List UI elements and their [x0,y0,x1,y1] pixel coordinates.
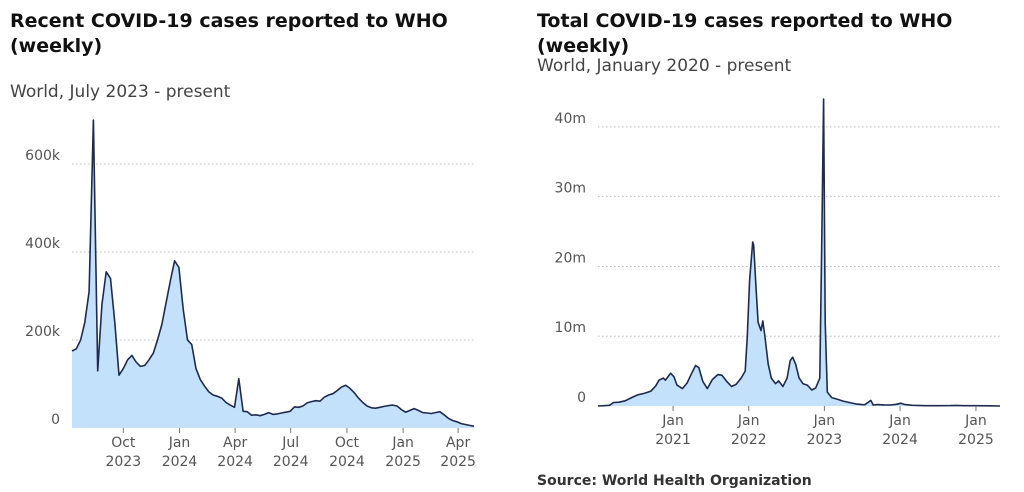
x-tick-label: Jan [391,435,414,451]
series-line [597,98,1001,407]
x-tick-label: 2025 [958,432,994,448]
chart-1-subtitle: World, July 2023 - present [10,82,231,102]
x-tick-label: 2025 [385,454,421,470]
chart-1-title: Recent COVID-19 cases reported to WHO (w… [10,10,448,57]
x-tick-label: Jan [168,435,191,451]
x-tick-label: Jul [281,435,299,451]
chart-2-subtitle: World, January 2020 - present [537,56,792,76]
recent-cases-chart: 0 200k 400k 600k Oct 2023 Jan 2024 Apr 2024 Jul 202… [25,119,476,470]
y-tick-label: 600k [25,148,61,164]
y-tick-label: 10m [555,320,586,336]
area-fill [598,99,1000,406]
x-tick-label: 2025 [440,454,476,470]
x-tick-label: Jan [813,413,836,429]
y-tick-label: 400k [25,236,61,252]
y-tick-label: 0 [51,412,60,428]
x-tick-label: 2024 [217,454,253,470]
x-tick-label: Jan [888,413,911,429]
area-fill [72,120,474,428]
x-tick-label: Jan [661,413,684,429]
x-tick-label: 2023 [105,454,141,470]
x-tick-label: Apr [446,435,470,451]
x-tick-label: Oct [335,435,360,451]
x-tick-label: 2021 [655,432,691,448]
y-tick-label: 30m [555,181,586,197]
x-tick-label: 2024 [162,454,198,470]
y-tick-label: 0 [577,390,586,406]
x-tick-label: Oct [111,435,136,451]
y-tick-label: 20m [555,250,586,266]
y-tick-label: 200k [25,324,61,340]
x-tick-label: 2023 [807,432,843,448]
x-tick-label: 2022 [731,432,767,448]
x-tick-label: 2024 [273,454,309,470]
source-note: Source: World Health Organization [537,473,812,489]
x-tick-label: 2024 [882,432,918,448]
total-cases-chart: 0 10m 20m 30m 40m Jan 2021 Jan 2022 Jan 2023 Jan 202… [555,98,1001,448]
y-tick-label: 40m [555,111,586,127]
series-line [71,119,475,427]
x-tick-label: Apr [223,435,247,451]
chart-2-title: Total COVID-19 cases reported to WHO (we… [537,10,953,57]
x-tick-label: Jan [737,413,760,429]
x-tick-label: 2024 [329,454,365,470]
x-tick-label: Jan [964,413,987,429]
